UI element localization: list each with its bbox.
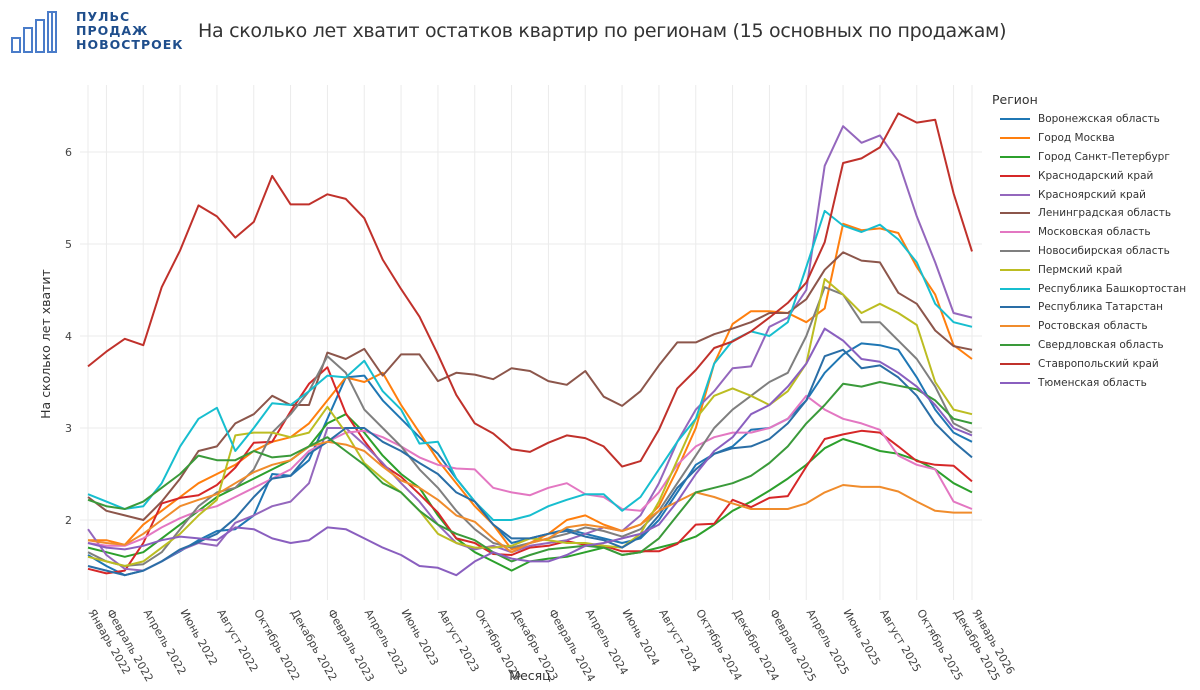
y-tick-label: 2 — [65, 514, 72, 527]
legend-line-icon — [1000, 212, 1030, 215]
legend-item[interactable]: Красноярский край — [992, 185, 1186, 204]
series-line[interactable] — [87, 348, 973, 577]
series-line[interactable] — [87, 366, 973, 575]
legend-item[interactable]: Пермский край — [992, 260, 1186, 279]
legend-line-icon — [1000, 381, 1030, 384]
series-line[interactable] — [87, 440, 972, 554]
logo-bars-icon — [11, 11, 57, 53]
legend-line-icon — [1000, 174, 1030, 177]
legend-item[interactable]: Свердловская область — [992, 336, 1186, 355]
series-line[interactable] — [87, 381, 973, 563]
legend-item[interactable]: Тюменская область — [992, 373, 1186, 392]
series-line[interactable] — [87, 209, 973, 521]
y-tick-label: 4 — [65, 330, 72, 343]
legend-label: Ставропольский край — [1038, 357, 1159, 370]
x-axis-title: Месяц — [509, 668, 550, 683]
legend-label: Воронежская область — [1038, 113, 1160, 126]
logo-text: ПУЛЬС ПРОДАЖ НОВОСТРОЕК — [76, 10, 184, 52]
y-tick-label: 6 — [65, 146, 72, 159]
legend-title: Регион — [992, 92, 1038, 107]
legend-item[interactable]: Краснодарский край — [992, 166, 1186, 185]
legend-item[interactable]: Ставропольский край — [992, 354, 1186, 373]
legend-line-icon — [1000, 249, 1030, 252]
legend-line-icon — [1000, 343, 1030, 346]
legend-line-icon — [1000, 362, 1030, 365]
legend-line-icon — [1000, 193, 1030, 196]
legend-item[interactable]: Город Санкт-Петербург — [992, 148, 1186, 167]
legend-line-icon — [1000, 306, 1030, 309]
series-line[interactable] — [87, 286, 973, 567]
legend-label: Пермский край — [1038, 263, 1123, 276]
legend-items: Воронежская область Город Москва Город Сан… — [992, 110, 1186, 392]
legend-item[interactable]: Республика Татарстан — [992, 298, 1186, 317]
x-tick-label: Июнь 2022 — [177, 607, 220, 668]
legend-line-icon — [1000, 137, 1030, 140]
legend-item[interactable]: Ростовская область — [992, 317, 1186, 336]
legend-label: Ростовская область — [1038, 320, 1148, 333]
legend: Регион Воронежская область Город Москва Го… — [992, 92, 1186, 392]
series-line[interactable] — [87, 125, 973, 572]
y-tick-label: 5 — [65, 238, 72, 251]
legend-label: Ленинградская область — [1038, 207, 1172, 220]
logo-line-1: ПУЛЬС — [76, 9, 131, 24]
legend-item[interactable]: Московская область — [992, 223, 1186, 242]
series-lines — [87, 112, 973, 577]
legend-item[interactable]: Город Москва — [992, 129, 1186, 148]
legend-label: Республика Татарстан — [1038, 301, 1164, 314]
legend-line-icon — [1000, 287, 1030, 290]
legend-line-icon — [1000, 231, 1030, 234]
series-line[interactable] — [87, 394, 973, 547]
legend-item[interactable]: Новосибирская область — [992, 242, 1186, 261]
legend-label: Краснодарский край — [1038, 169, 1154, 182]
logo-line-3: НОВОСТРОЕК — [76, 37, 184, 52]
legend-line-icon — [1000, 325, 1030, 328]
x-tick-label: Июнь 2025 — [840, 607, 883, 668]
series-line[interactable] — [87, 327, 973, 577]
legend-line-icon — [1000, 268, 1030, 271]
legend-label: Тюменская область — [1038, 376, 1147, 389]
legend-label: Республика Башкортостан — [1038, 282, 1187, 295]
series-line[interactable] — [87, 278, 973, 567]
legend-label: Город Санкт-Петербург — [1038, 150, 1170, 163]
logo-line-2: ПРОДАЖ — [76, 23, 149, 38]
legend-label: Красноярский край — [1038, 188, 1146, 201]
page-title: На сколько лет хватит остатков квартир п… — [198, 20, 1007, 42]
legend-label: Московская область — [1038, 226, 1151, 239]
x-tick-label: Июнь 2024 — [619, 607, 662, 668]
legend-label: Новосибирская область — [1038, 244, 1170, 257]
grid — [80, 85, 982, 600]
y-axis-ticks: 2 3 4 5 6 — [65, 146, 72, 527]
legend-line-icon — [1000, 118, 1030, 121]
x-tick-label: Июнь 2023 — [398, 607, 441, 668]
y-tick-label: 3 — [65, 422, 72, 435]
legend-line-icon — [1000, 155, 1030, 158]
y-axis-title: На сколько лет хватит — [38, 269, 53, 419]
legend-label: Свердловская область — [1038, 338, 1164, 351]
logo — [11, 11, 57, 53]
legend-item[interactable]: Ленинградская область — [992, 204, 1186, 223]
series-line[interactable] — [87, 251, 973, 521]
legend-label: Город Москва — [1038, 132, 1115, 145]
legend-item[interactable]: Республика Башкортостан — [992, 279, 1186, 298]
legend-item[interactable]: Воронежская область — [992, 110, 1186, 129]
series-line[interactable] — [87, 112, 973, 468]
